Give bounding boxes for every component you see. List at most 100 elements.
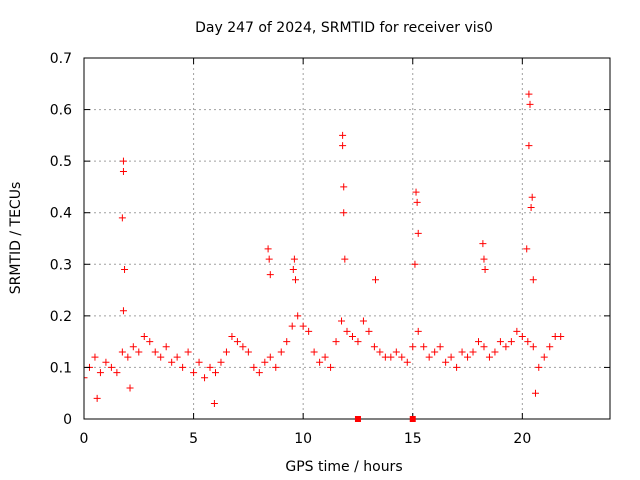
data-point xyxy=(168,358,176,366)
data-point xyxy=(294,312,302,320)
data-point xyxy=(546,343,554,351)
data-point xyxy=(557,332,565,340)
data-point xyxy=(403,358,411,366)
data-point xyxy=(376,348,384,356)
x-tick-label: 20 xyxy=(513,431,531,447)
y-tick-label: 0.4 xyxy=(50,206,72,222)
data-point xyxy=(272,363,280,371)
data-point xyxy=(340,209,348,217)
data-point xyxy=(264,245,272,253)
data-point xyxy=(413,198,421,206)
data-point xyxy=(162,343,170,351)
data-point xyxy=(531,389,539,397)
x-tick-label: 15 xyxy=(404,431,422,447)
data-point xyxy=(528,193,536,201)
data-point xyxy=(265,255,273,263)
data-point xyxy=(527,204,535,212)
data-point xyxy=(310,348,318,356)
data-point xyxy=(212,369,219,377)
data-point xyxy=(217,358,225,366)
data-point xyxy=(266,353,274,361)
data-point xyxy=(118,348,126,356)
data-point xyxy=(411,260,419,268)
data-point xyxy=(365,327,373,335)
data-point xyxy=(339,142,347,150)
data-point xyxy=(135,348,143,356)
data-point xyxy=(496,338,504,346)
grid xyxy=(84,58,610,419)
data-point xyxy=(119,167,127,175)
data-point xyxy=(412,188,420,196)
data-point xyxy=(409,343,417,351)
out-of-range-mark xyxy=(354,416,361,422)
data-point xyxy=(425,353,433,361)
data-point xyxy=(354,338,362,346)
data-point xyxy=(524,338,532,346)
data-point xyxy=(228,332,236,340)
data-point xyxy=(341,255,349,263)
data-point xyxy=(288,322,296,330)
data-point xyxy=(119,307,127,315)
data-point xyxy=(316,358,324,366)
data-point xyxy=(290,255,298,263)
data-point xyxy=(491,348,499,356)
data-point xyxy=(475,338,482,346)
data-point xyxy=(420,343,428,351)
y-tick-label: 0 xyxy=(63,412,72,428)
data-point xyxy=(464,353,472,361)
data-point xyxy=(371,276,379,284)
data-point xyxy=(140,332,148,340)
data-point xyxy=(195,358,203,366)
data-point xyxy=(210,400,218,408)
data-point xyxy=(502,343,510,351)
data-point xyxy=(338,317,346,325)
data-point xyxy=(392,348,400,356)
data-point xyxy=(529,343,537,351)
y-tick-label: 0.5 xyxy=(50,154,72,170)
data-point xyxy=(126,384,134,392)
data-point xyxy=(469,348,477,356)
data-point xyxy=(431,348,439,356)
data-point xyxy=(107,363,115,371)
data-point xyxy=(479,240,487,248)
data-point xyxy=(261,358,269,366)
data-point xyxy=(113,369,121,377)
data-point xyxy=(266,271,274,279)
data-point xyxy=(447,353,455,361)
x-tick-label: 10 xyxy=(294,431,312,447)
data-point xyxy=(146,338,154,346)
x-tick-label: 5 xyxy=(189,431,198,447)
data-point xyxy=(458,348,466,356)
data-point xyxy=(244,348,252,356)
data-point xyxy=(91,353,99,361)
data-point xyxy=(485,353,493,361)
data-point xyxy=(93,394,101,402)
data-point xyxy=(414,229,422,237)
data-point xyxy=(206,363,214,371)
y-tick-label: 0.1 xyxy=(50,360,72,376)
data-point xyxy=(370,343,378,351)
y-tick-label: 0.3 xyxy=(50,257,72,273)
data-point xyxy=(348,332,356,340)
y-tick-label: 0.6 xyxy=(50,103,72,119)
data-point xyxy=(173,353,181,361)
data-point xyxy=(507,338,515,346)
y-tick-label: 0.7 xyxy=(50,51,72,67)
data-point xyxy=(118,214,126,222)
data-point xyxy=(84,374,88,382)
data-point xyxy=(289,265,297,273)
data-point xyxy=(222,348,230,356)
data-point xyxy=(129,343,137,351)
data-point xyxy=(321,353,329,361)
data-point xyxy=(124,353,132,361)
data-point xyxy=(513,327,521,335)
data-point xyxy=(339,131,347,139)
data-point xyxy=(414,327,422,335)
data-point xyxy=(340,183,348,191)
data-point xyxy=(332,338,340,346)
data-point xyxy=(436,343,444,351)
data-point xyxy=(291,276,299,284)
out-of-range-mark xyxy=(409,416,416,422)
data-point xyxy=(525,142,533,150)
